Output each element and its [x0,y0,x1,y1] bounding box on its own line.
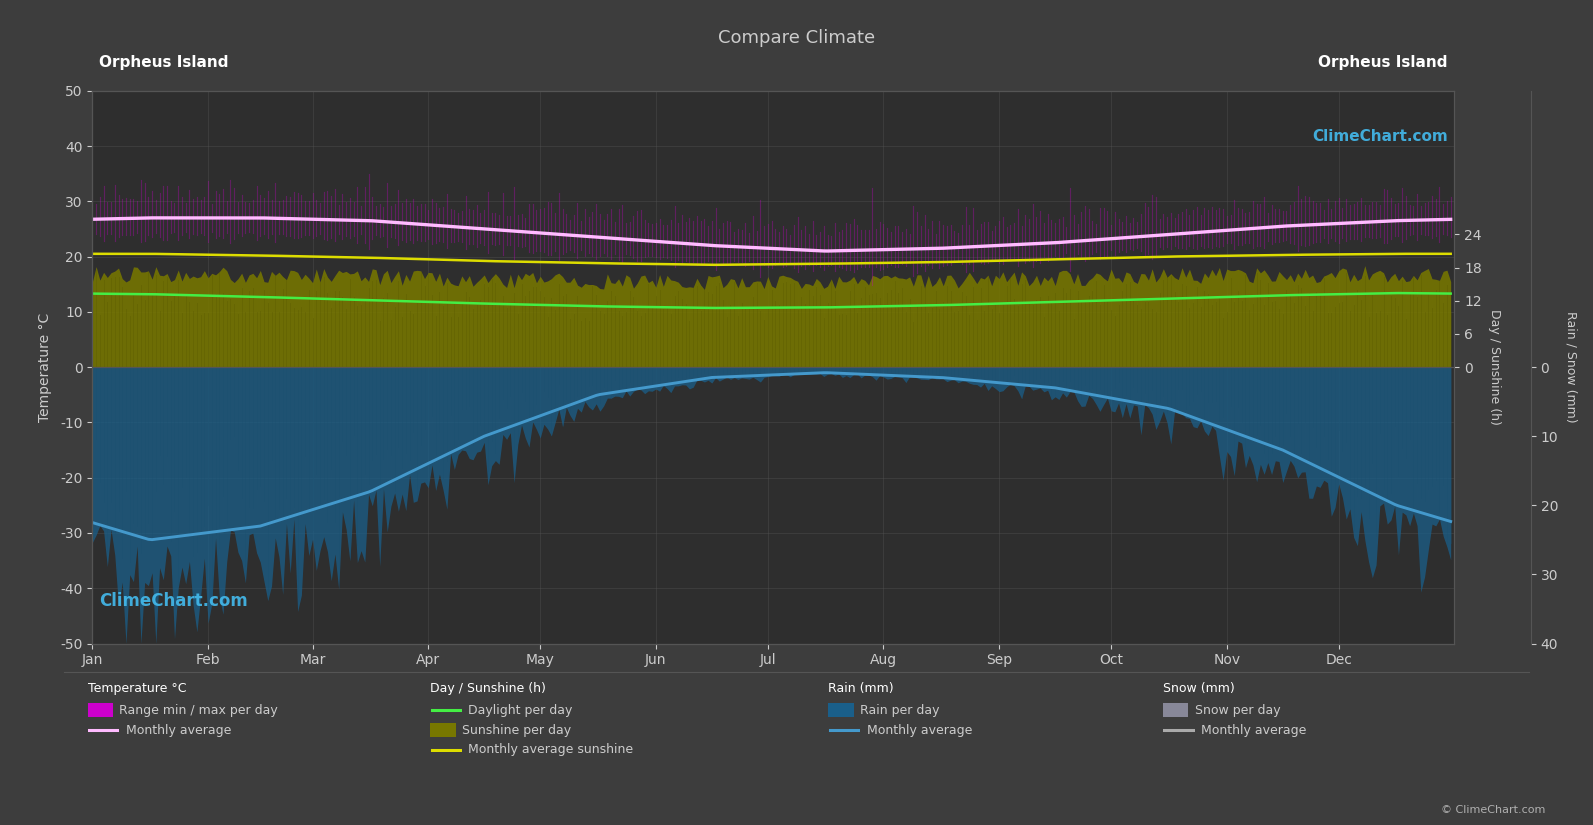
Text: Monthly average: Monthly average [1201,724,1306,737]
Text: Orpheus Island: Orpheus Island [99,54,229,70]
Text: ClimeChart.com: ClimeChart.com [1313,130,1448,144]
Text: Compare Climate: Compare Climate [718,29,875,47]
Text: ClimeChart.com: ClimeChart.com [99,592,249,610]
Text: Daylight per day: Daylight per day [468,704,573,717]
Text: Monthly average: Monthly average [126,724,231,737]
Y-axis label: Temperature °C: Temperature °C [38,313,53,422]
Text: Monthly average sunshine: Monthly average sunshine [468,743,634,757]
Text: Day / Sunshine (h): Day / Sunshine (h) [430,682,546,695]
Text: Range min / max per day: Range min / max per day [119,704,279,717]
Text: Snow (mm): Snow (mm) [1163,682,1235,695]
Text: Temperature °C: Temperature °C [88,682,186,695]
Text: Rain (mm): Rain (mm) [828,682,894,695]
Text: Snow per day: Snow per day [1195,704,1281,717]
Text: © ClimeChart.com: © ClimeChart.com [1440,805,1545,815]
Y-axis label: Day / Sunshine (h): Day / Sunshine (h) [1488,309,1501,425]
Y-axis label: Rain / Snow (mm): Rain / Snow (mm) [1564,311,1577,423]
Text: Sunshine per day: Sunshine per day [462,724,572,737]
Text: Monthly average: Monthly average [867,724,972,737]
Text: Rain per day: Rain per day [860,704,940,717]
Text: Orpheus Island: Orpheus Island [1317,54,1448,70]
